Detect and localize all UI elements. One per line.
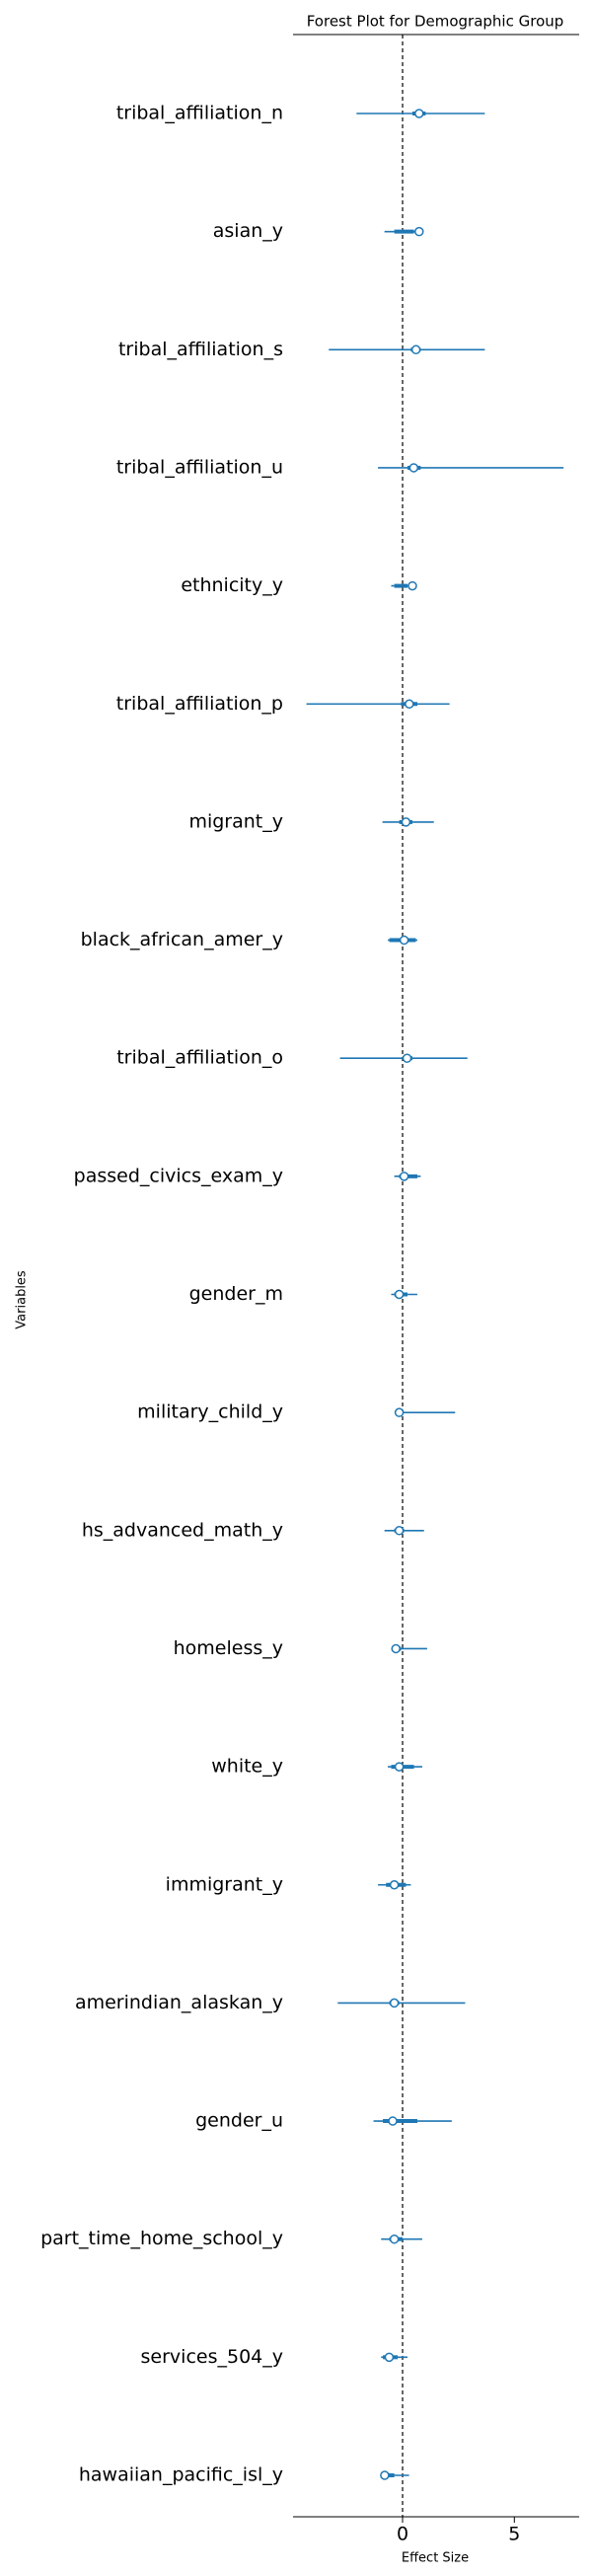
y-tick-label: tribal_affiliation_o	[116, 1047, 283, 1069]
estimate-point	[389, 2234, 400, 2244]
estimate-point	[388, 2116, 398, 2126]
y-tick-label: tribal_affiliation_p	[116, 693, 283, 715]
estimate-point	[384, 2352, 395, 2363]
estimate-point	[408, 463, 419, 473]
x-axis-label: Effect Size	[402, 2551, 469, 2566]
estimate-point	[401, 817, 411, 827]
y-tick-label: black_african_amer_y	[81, 929, 283, 950]
y-tick-label: hs_advanced_math_y	[82, 1519, 283, 1541]
y-tick-label: military_child_y	[137, 1402, 283, 1423]
y-tick-label: tribal_affiliation_s	[118, 339, 283, 360]
y-axis-label: Variables	[15, 1270, 30, 1329]
y-tick-label: asian_y	[213, 220, 283, 242]
estimate-point	[414, 109, 424, 118]
estimate-point	[414, 226, 424, 237]
y-tick-label: gender_u	[195, 2110, 283, 2132]
x-tick-label: 5	[508, 2524, 520, 2545]
estimate-point	[380, 2470, 390, 2480]
y-tick-label: tribal_affiliation_n	[116, 103, 283, 124]
estimate-point	[389, 1880, 400, 1890]
estimate-point	[410, 344, 421, 355]
y-tick-label: tribal_affiliation_u	[116, 456, 283, 478]
y-tick-label: part_time_home_school_y	[40, 2228, 283, 2249]
estimate-point	[399, 1172, 409, 1181]
chart-title: Forest Plot for Demographic Group	[307, 13, 564, 31]
y-tick-label: passed_civics_exam_y	[74, 1165, 283, 1186]
y-tick-label: gender_m	[189, 1283, 283, 1305]
estimate-point	[402, 1053, 412, 1063]
y-tick-label: immigrant_y	[166, 1873, 283, 1895]
y-tick-label: ethnicity_y	[181, 574, 283, 596]
y-tick-label: migrant_y	[188, 810, 283, 832]
y-tick-label: amerindian_alaskan_y	[75, 1992, 283, 2013]
estimate-point	[407, 580, 417, 591]
estimate-point	[405, 699, 414, 709]
estimate-point	[394, 1762, 405, 1772]
y-tick-label: hawaiian_pacific_isl_y	[79, 2464, 283, 2486]
estimate-point	[399, 935, 409, 946]
estimate-point	[391, 1643, 401, 1654]
y-tick-label: white_y	[211, 1756, 283, 1778]
estimate-point	[394, 1407, 405, 1417]
estimate-point	[394, 1526, 405, 1536]
x-tick-label: 0	[397, 2524, 408, 2545]
y-tick-label: services_504_y	[141, 2346, 283, 2368]
y-tick-label: homeless_y	[174, 1637, 283, 1659]
estimate-point	[394, 1289, 405, 1300]
estimate-point	[389, 1998, 400, 2008]
